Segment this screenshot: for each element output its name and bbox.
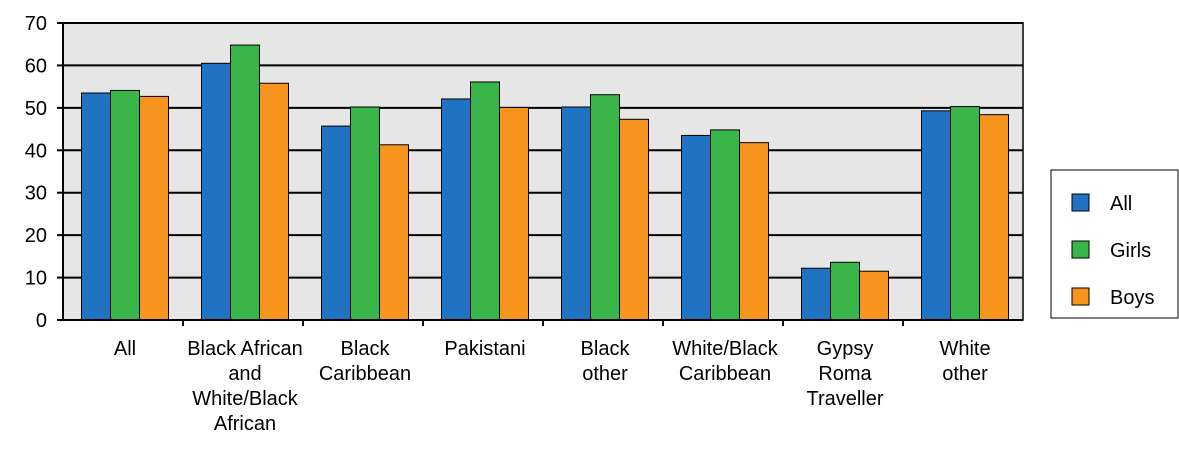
- y-tick-label-60: 60: [25, 55, 47, 77]
- x-category-label-0: All: [114, 338, 136, 360]
- x-category-labels: All Black African and White/Black African Bla…: [114, 338, 991, 435]
- legend-label-all: All: [1110, 193, 1132, 215]
- bar-all-2: [321, 125, 351, 321]
- bar-all-5: [681, 134, 711, 321]
- bar-boys-1: [259, 82, 289, 321]
- bar-girls-6: [830, 261, 860, 321]
- bar-all-0: [81, 92, 111, 321]
- x-category-label-7: White other: [939, 338, 990, 385]
- y-tick-label-0: 0: [36, 310, 47, 332]
- axes: [57, 22, 1023, 326]
- bar-boys-5: [739, 142, 769, 321]
- y-tick-label-70: 70: [25, 13, 47, 35]
- bar-all-1: [201, 62, 231, 321]
- bar-girls-4: [590, 94, 620, 321]
- bar-all-6: [801, 267, 831, 321]
- bars: [81, 44, 1009, 321]
- bar-girls-0: [110, 89, 140, 321]
- legend-label-girls: Girls: [1110, 240, 1151, 262]
- bar-boys-0: [139, 95, 169, 321]
- x-category-label-2: Black Caribbean: [319, 338, 411, 385]
- bar-girls-2: [350, 106, 380, 321]
- bar-girls-3: [470, 81, 500, 321]
- bar-girls-7: [950, 106, 980, 321]
- bar-boys-2: [379, 144, 409, 321]
- bar-boys-4: [619, 118, 649, 321]
- bar-girls-5: [710, 129, 740, 321]
- bar-all-3: [441, 98, 471, 321]
- bar-all-7: [921, 110, 951, 321]
- y-tick-labels: 0 10 20 30 40 50 60 70: [25, 13, 47, 332]
- bar-all-4: [561, 106, 591, 321]
- legend-swatch-all: [1071, 193, 1090, 212]
- y-tick-label-40: 40: [25, 140, 47, 162]
- y-tick-label-10: 10: [25, 268, 47, 290]
- x-category-label-3: Pakistani: [444, 338, 525, 360]
- x-category-label-1: Black African and White/Black African: [187, 338, 303, 435]
- bar-boys-7: [979, 114, 1009, 321]
- legend-swatch-girls: [1071, 240, 1090, 259]
- y-tick-label-50: 50: [25, 98, 47, 120]
- bar-girls-1: [230, 44, 260, 321]
- x-category-label-6: Gypsy Roma Traveller: [806, 338, 883, 410]
- x-category-label-5: White/Black Caribbean: [672, 338, 779, 385]
- bar-boys-6: [859, 270, 889, 321]
- bar-boys-3: [499, 106, 529, 321]
- x-category-label-4: Black other: [581, 338, 631, 385]
- legend-label-boys: Boys: [1110, 287, 1154, 309]
- y-tick-label-20: 20: [25, 225, 47, 247]
- legend: All Girls Boys: [1050, 169, 1179, 319]
- legend-swatch-boys: [1071, 287, 1090, 306]
- y-tick-label-30: 30: [25, 183, 47, 205]
